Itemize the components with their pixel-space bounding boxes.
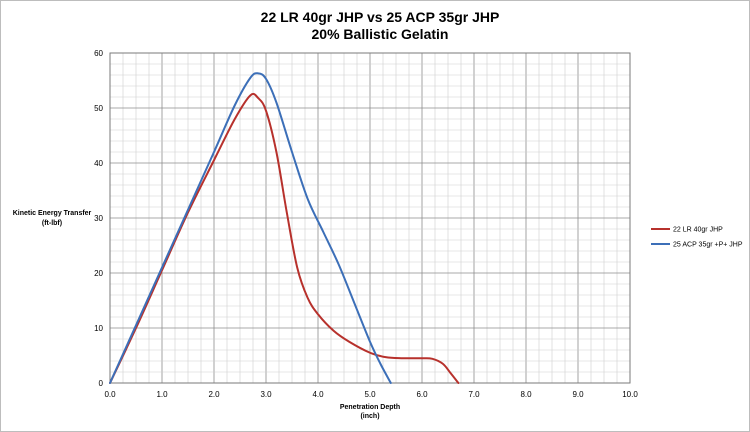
y-tick-labels: 0 10 20 30 40 50 60 <box>94 49 103 388</box>
y-tick-label: 40 <box>94 159 103 168</box>
x-tick-label: 9.0 <box>572 390 584 399</box>
x-tick-label: 0.0 <box>104 390 116 399</box>
legend-label: 25 ACP 35gr +P+ JHP <box>673 242 743 249</box>
y-tick-label: 30 <box>94 214 103 223</box>
series-lines <box>109 72 460 384</box>
x-tick-label: 3.0 <box>260 390 272 399</box>
x-tick-label: 6.0 <box>416 390 428 399</box>
y-axis-unit: (ft-lbf) <box>42 220 62 227</box>
chart-title: 22 LR 40gr JHP vs 25 ACP 35gr JHP <box>261 9 500 25</box>
y-tick-label: 10 <box>94 324 103 333</box>
y-axis-title: Kinetic Energy Transfer <box>13 210 92 217</box>
x-tick-label: 4.0 <box>312 390 324 399</box>
y-tick-label: 20 <box>94 269 103 278</box>
x-axis-unit: (inch) <box>360 413 379 420</box>
y-tick-label: 50 <box>94 104 103 113</box>
legend: 22 LR 40gr JHP 25 ACP 35gr +P+ JHP <box>651 227 743 249</box>
chart-subtitle: 20% Ballistic Gelatin <box>312 26 449 42</box>
x-tick-label: 2.0 <box>208 390 220 399</box>
x-axis-title: Penetration Depth <box>340 404 400 411</box>
legend-label: 22 LR 40gr JHP <box>673 227 723 234</box>
series-line-2 <box>109 72 392 384</box>
plot-area-border <box>109 52 631 384</box>
x-tick-label: 1.0 <box>156 390 168 399</box>
x-tick-label: 5.0 <box>364 390 376 399</box>
y-tick-label: 0 <box>99 379 104 388</box>
y-tick-label: 60 <box>94 49 103 58</box>
x-tick-label: 7.0 <box>468 390 480 399</box>
x-tick-label: 10.0 <box>622 390 638 399</box>
x-tick-labels: 0.0 1.0 2.0 3.0 4.0 5.0 6.0 7.0 8.0 9.0 10.0 <box>104 390 638 399</box>
x-tick-label: 8.0 <box>520 390 532 399</box>
series-line-1 <box>109 92 460 384</box>
grid-lines <box>109 52 631 384</box>
